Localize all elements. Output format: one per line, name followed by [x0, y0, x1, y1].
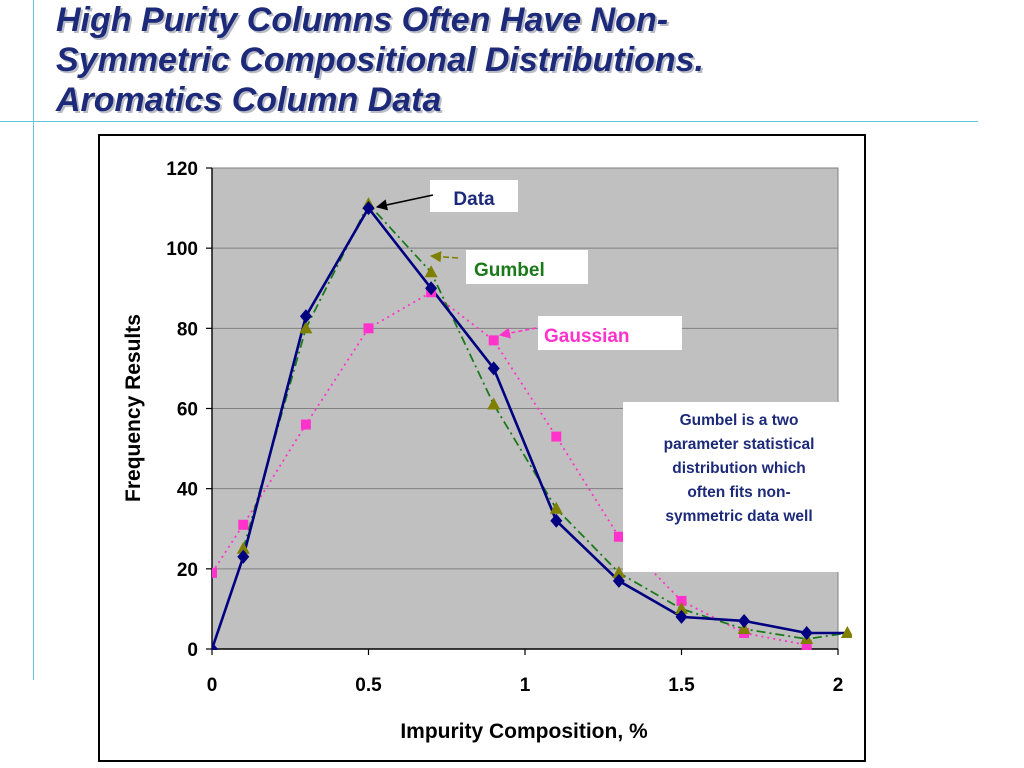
gumbel-label-arrow [429, 251, 459, 263]
gumbel-point [612, 565, 626, 578]
frequency-chart: 0 20 40 60 80 100 120 0 0.5 1 1.5 2 Data Gumbel Ga… [122, 159, 852, 743]
gumbel-note-box [623, 402, 841, 572]
gumbel-note-line-3: distribution which [672, 460, 805, 477]
data-point [550, 513, 563, 528]
data-label-box [430, 180, 518, 212]
gumbel-note-line-4: often fits non- [687, 484, 790, 501]
x-tick-label: 0.5 [355, 675, 382, 696]
gumbel-point [236, 541, 250, 554]
horizontal-rule [0, 121, 978, 122]
x-tick-label: 1.5 [668, 675, 695, 696]
gaussian-label: Gaussian [544, 326, 630, 347]
gaussian-label-box [538, 316, 682, 350]
gaussian-point [551, 431, 562, 442]
gumbel-note-line-1: Gumbel is a two [680, 412, 799, 429]
data-markers [212, 201, 813, 650]
gumbel-point [675, 601, 688, 614]
gaussian-point [676, 595, 687, 606]
slide-title-line-1: High Purity Columns Often Have Non- [56, 1, 669, 39]
slide-title-line-2: Symmetric Compositional Distributions. [56, 41, 704, 79]
gumbel-note: Gumbel is a two parameter statistical di… [664, 412, 815, 525]
gaussian-point [300, 419, 311, 430]
data-point [675, 609, 688, 624]
gumbel-point [737, 621, 751, 634]
gumbel-note-line-5: symmetric data well [665, 508, 812, 525]
x-axis: 0 0.5 1 1.5 2 [207, 648, 844, 696]
data-point [800, 625, 813, 640]
gumbel-point [549, 501, 563, 514]
data-point [738, 613, 751, 628]
slide-title: High Purity Columns Often Have Non- Symm… [56, 0, 996, 120]
y-tick-label: 120 [166, 159, 198, 180]
data-point [487, 361, 500, 376]
gaussian-series-line [212, 291, 807, 646]
data-point [362, 201, 375, 216]
chart-frame: 0 20 40 60 80 100 120 0 0.5 1 1.5 2 Data Gumbel Ga… [98, 134, 866, 762]
gaussian-point [238, 519, 249, 530]
gaussian-point [363, 323, 374, 334]
vertical-rule [33, 0, 34, 680]
gumbel-note-line-2: parameter statistical [664, 436, 815, 453]
data-point [212, 642, 218, 650]
data-series-line [212, 205, 848, 650]
y-tick-label: 20 [177, 560, 198, 581]
y-tick-label: 80 [177, 319, 198, 340]
x-tick-label: 2 [833, 675, 844, 696]
y-tick-label: 60 [177, 400, 198, 421]
gaussian-point [212, 567, 217, 578]
gumbel-label-box [466, 250, 588, 284]
gaussian-point [801, 639, 812, 650]
data-point [425, 281, 438, 296]
gaussian-point [613, 531, 624, 542]
gaussian-point [488, 335, 499, 346]
gumbel-point [424, 265, 438, 278]
y-tick-label: 0 [187, 640, 198, 661]
y-axis: 0 20 40 60 80 100 120 [166, 159, 213, 661]
gumbel-label: Gumbel [474, 260, 545, 281]
gumbel-point [840, 625, 852, 638]
x-axis-label: Impurity Composition, % [400, 720, 648, 743]
data-label: Data [453, 189, 495, 210]
gaussian-label-arrow [498, 327, 537, 339]
y-tick-label: 100 [166, 239, 198, 260]
data-label-arrow [375, 194, 434, 211]
slide-title-line-3: Aromatics Column Data [56, 81, 442, 119]
y-axis-label: Frequency Results [122, 314, 145, 502]
x-tick-label: 1 [520, 675, 531, 696]
data-point [299, 309, 312, 324]
data-point [237, 549, 250, 564]
data-point [612, 573, 625, 588]
y-tick-label: 40 [177, 480, 198, 501]
gumbel-point [487, 397, 501, 410]
gumbel-point [299, 321, 313, 334]
x-tick-label: 0 [207, 675, 218, 696]
